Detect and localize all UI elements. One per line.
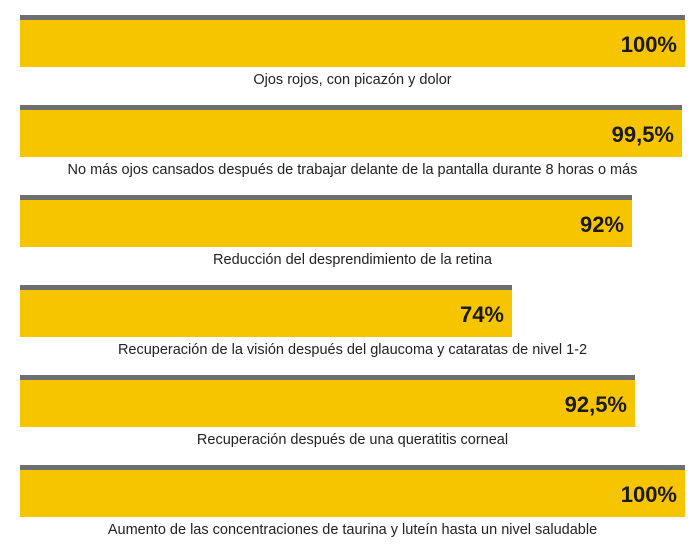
bar: 100% [20,15,685,67]
bar: 100% [20,465,685,517]
category-label: Recuperación de la visión después del gl… [117,342,588,358]
bar-row: 100% Aumento de las concentraciones de ta… [20,465,685,545]
bar-value-label: 92% [579,212,624,237]
bar-row: 99,5% No más ojos cansados después de tra… [20,105,685,185]
bar-row: 92% Reducción del desprendimiento de la r… [20,195,685,275]
bar-value-label: 92,5% [564,392,627,417]
bar: 74% [20,285,512,337]
bar-value-label: 99,5% [611,122,674,147]
bar-value-label: 100% [620,32,677,57]
category-label: Recuperación después de una queratitis c… [196,432,509,448]
bar-value-label: 74% [459,302,504,327]
category-label: Ojos rojos, con picazón y dolor [253,72,452,88]
bar-row: 100% Ojos rojos, con picazón y dolor [20,15,685,95]
bar-row: 74% Recuperación de la visión después del… [20,285,685,365]
bar: 92,5% [20,375,635,427]
category-label: Aumento de las concentraciones de taurin… [107,522,598,538]
bar: 99,5% [20,105,682,157]
bar: 92% [20,195,632,247]
bar-row: 92,5% Recuperación después de una querati… [20,375,685,455]
bar-value-label: 100% [620,482,677,507]
category-label: No más ojos cansados después de trabajar… [67,162,638,178]
category-label: Reducción del desprendimiento de la reti… [213,252,492,268]
